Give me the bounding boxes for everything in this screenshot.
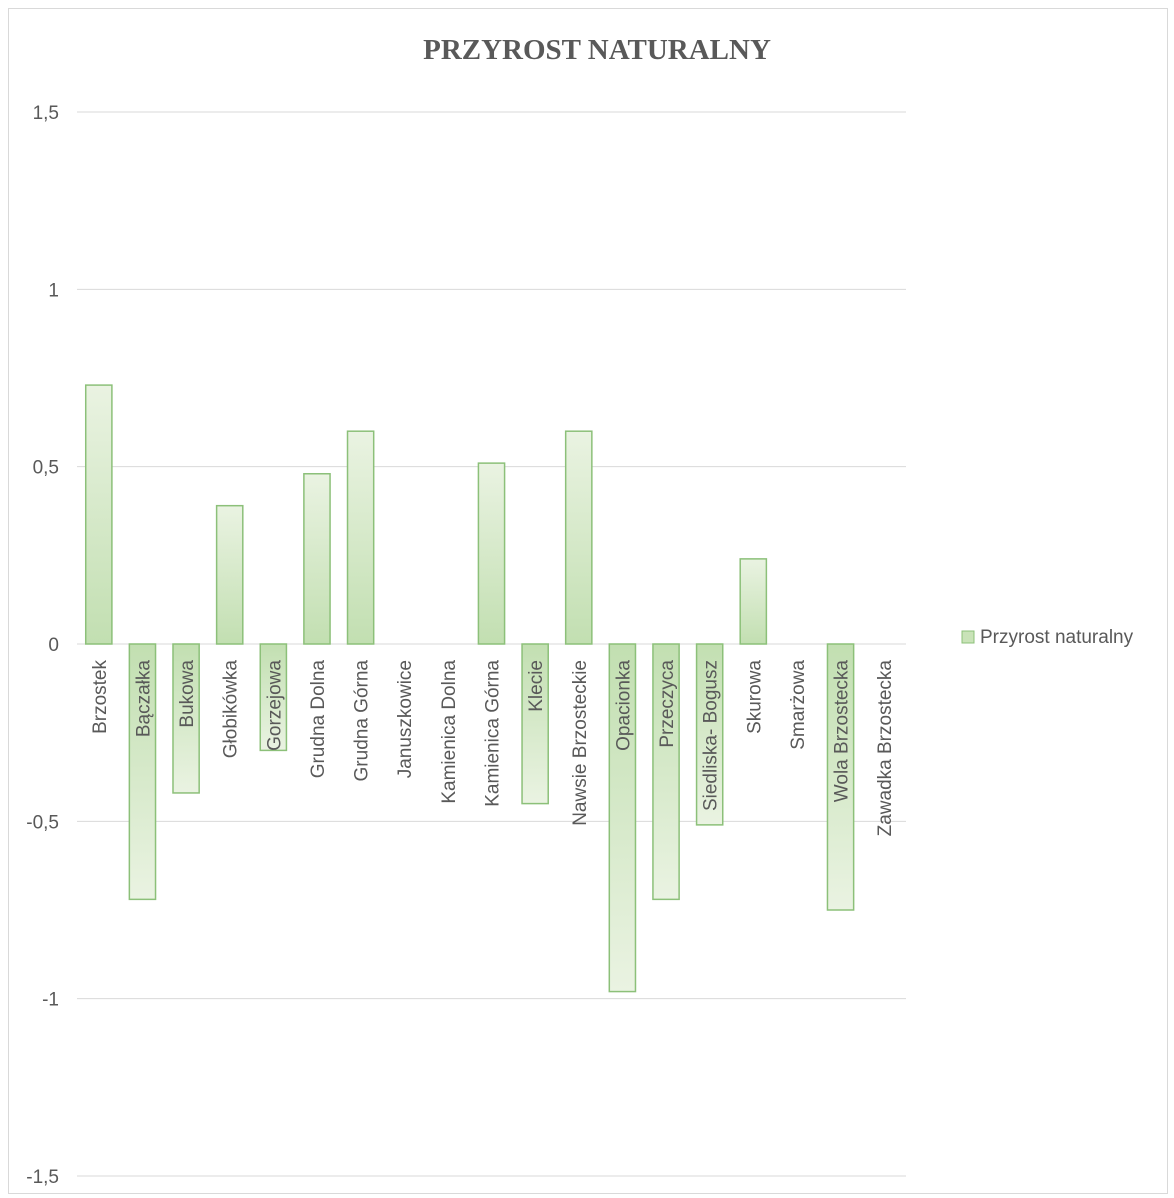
bar — [477, 462, 506, 645]
category-label: Głobikówka — [221, 660, 242, 759]
bar — [564, 430, 593, 645]
category-label: Brzostek — [90, 660, 111, 734]
category-label: Wola Brzostecka — [832, 660, 853, 803]
y-tick-label: 0 — [48, 635, 59, 656]
category-label: Smarżowa — [788, 660, 809, 750]
bar — [652, 643, 680, 901]
y-tick-label: 1 — [48, 280, 59, 301]
chart-title: PRZYROST NATURALNY — [423, 34, 771, 66]
category-label: Zawadka Brzostecka — [875, 660, 896, 837]
category-label: Bukowa — [177, 660, 198, 728]
chart-svg: PRZYROST NATURALNY 1,5 1 0,5 0 -0,5 -1 -1,5 Br… — [26, 34, 1134, 1188]
bar — [303, 473, 331, 645]
bar — [172, 643, 200, 794]
category-label: Kamienica Górna — [483, 660, 504, 807]
legend-swatch — [961, 630, 975, 644]
bar — [215, 504, 244, 645]
category-label: Opacionka — [613, 660, 634, 751]
bar — [84, 384, 113, 645]
legend-label: Przyrost naturalny — [980, 627, 1134, 648]
category-label: Januszkowice — [395, 660, 416, 778]
category-label: Klecie — [526, 660, 547, 712]
category-label: Kamienica Dolna — [439, 660, 460, 804]
bar — [826, 643, 855, 911]
bar — [739, 558, 768, 645]
bar — [346, 430, 375, 645]
legend: Przyrost naturalny — [961, 627, 1134, 648]
bar — [259, 643, 288, 752]
y-tick-label: 0,5 — [33, 458, 59, 479]
bar — [695, 643, 724, 826]
y-axis-ticks: 1,5 1 0,5 0 -0,5 -1 -1,5 — [26, 103, 59, 1188]
bar — [128, 643, 157, 901]
bar — [521, 643, 549, 805]
y-tick-label: -1 — [42, 990, 59, 1011]
category-label: Siedliska- Bogusz — [701, 660, 722, 811]
y-tick-label: 1,5 — [33, 103, 59, 124]
category-label: Nawsie Brzosteckie — [570, 660, 591, 826]
category-label: Przeczyca — [657, 660, 678, 748]
category-label: Grudna Górna — [352, 660, 373, 782]
category-label: Skurowa — [744, 660, 765, 734]
category-label: Bączałka — [133, 660, 154, 738]
y-tick-label: -1,5 — [26, 1167, 59, 1188]
bar — [608, 643, 637, 993]
y-tick-label: -0,5 — [26, 812, 59, 833]
category-label: Grudna Dolna — [308, 660, 329, 779]
chart-area: PRZYROST NATURALNY 1,5 1 0,5 0 -0,5 -1 -1,5 Br… — [8, 8, 1168, 1194]
x-axis-category-labels: Brzostek Bączałka Bukowa Głobikówka Gorzejow… — [90, 660, 896, 837]
category-label: Gorzejowa — [264, 660, 285, 751]
bars — [84, 384, 855, 993]
